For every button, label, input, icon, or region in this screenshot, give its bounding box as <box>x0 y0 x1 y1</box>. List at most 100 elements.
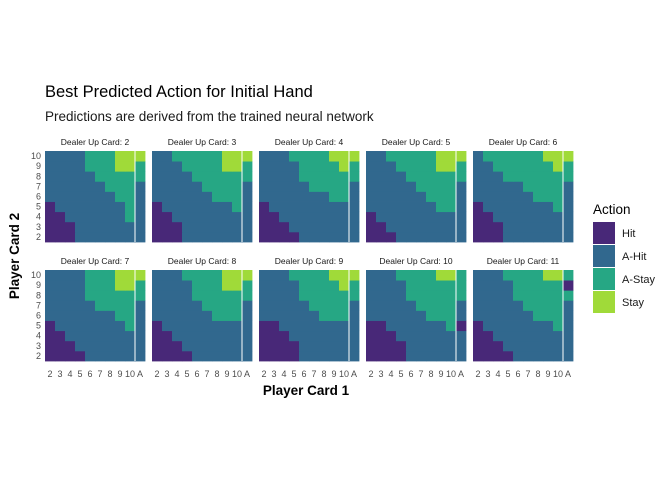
heatmap-cell-a-hit <box>105 350 116 362</box>
heatmap-cell-a-hit <box>329 320 340 332</box>
heatmap-cell-a-hit <box>456 330 467 342</box>
heatmap-cell-a-stay <box>222 171 233 182</box>
heatmap-cell-a-hit <box>85 340 96 352</box>
heatmap-cell-a-hit <box>95 231 106 243</box>
heatmap-cell-a-stay <box>319 151 330 162</box>
heatmap-cell-a-hit <box>115 201 126 213</box>
heatmap-cell-a-stay <box>386 151 397 162</box>
heatmap-cell-a-hit <box>65 201 76 213</box>
heatmap-cell-a-stay <box>105 161 116 172</box>
heatmap-cell-a-hit <box>416 211 427 223</box>
heatmap-cell-a-stay <box>533 280 544 291</box>
heatmap-cell-a-hit <box>279 191 290 202</box>
heatmap-cell-a-hit <box>543 350 554 362</box>
heatmap-cell-a-hit <box>339 211 350 223</box>
heatmap-cell-a-hit <box>162 280 173 291</box>
heatmap-cell-a-hit <box>75 191 86 202</box>
heatmap-cell-a-hit <box>135 350 146 362</box>
heatmap-cell-a-stay <box>319 181 330 192</box>
heatmap-cell-a-stay <box>299 270 310 281</box>
heatmap-cell-a-stay <box>339 191 350 202</box>
heatmap-cell-a-stay <box>309 300 320 311</box>
heatmap-cell-a-stay <box>339 290 350 301</box>
heatmap-cell-a-hit <box>95 330 106 342</box>
heatmap-cell-a-hit <box>192 181 203 192</box>
heatmap-cell-stay <box>222 161 233 172</box>
heatmap-cell-a-hit <box>523 221 534 233</box>
heatmap-cell-a-stay <box>493 161 504 172</box>
facet-panel: Dealer Up Card: 4 <box>259 137 360 243</box>
heatmap-cell-a-hit <box>259 171 270 182</box>
heatmap-cell-hit <box>279 231 290 243</box>
heatmap-cell-a-hit <box>45 270 56 281</box>
heatmap-cell-a-hit <box>563 340 574 352</box>
heatmap-cell-a-stay <box>135 280 146 291</box>
heatmap-cell-stay <box>329 270 340 281</box>
x-tick-label: 4 <box>174 369 179 379</box>
legend-label: Hit <box>622 228 635 240</box>
heatmap-cell-a-hit <box>202 221 213 233</box>
heatmap-cell-a-hit <box>456 231 467 243</box>
heatmap-cell-a-hit <box>309 320 320 332</box>
heatmap-cell-a-hit <box>105 211 116 223</box>
heatmap-cell-hit <box>65 340 76 352</box>
heatmap-cell-a-hit <box>259 191 270 202</box>
heatmap-cell-a-stay <box>242 290 253 301</box>
heatmap-cell-stay <box>125 151 136 162</box>
heatmap-cell-a-hit <box>242 191 253 202</box>
heatmap-cell-a-hit <box>319 221 330 233</box>
heatmap-cell-a-hit <box>416 320 427 332</box>
heatmap-cell-a-stay <box>172 151 183 162</box>
heatmap-cell-a-hit <box>553 221 564 233</box>
heatmap-cell-stay <box>446 161 457 172</box>
heatmap-cell-a-hit <box>426 340 437 352</box>
heatmap-cell-a-stay <box>533 171 544 182</box>
heatmap-cell-a-stay <box>105 171 116 182</box>
heatmap-cell-a-hit <box>366 171 377 182</box>
heatmap-cell-stay <box>115 151 126 162</box>
heatmap-cell-a-hit <box>309 221 320 233</box>
heatmap-cell-hit <box>386 350 397 362</box>
heatmap-cell-a-hit <box>299 181 310 192</box>
heatmap-cell-a-hit <box>259 290 270 301</box>
heatmap-cell-a-stay <box>309 270 320 281</box>
heatmap-cell-hit <box>473 201 484 213</box>
heatmap-cell-a-stay <box>406 171 417 182</box>
heatmap-cell-a-hit <box>289 171 300 182</box>
heatmap-cell-hit <box>483 340 494 352</box>
heatmap-cell-a-stay <box>563 161 574 172</box>
heatmap-cell-a-hit <box>396 181 407 192</box>
heatmap-cell-a-hit <box>65 181 76 192</box>
heatmap-cell-a-hit <box>396 280 407 291</box>
heatmap-cell-a-hit <box>309 330 320 342</box>
heatmap-cell-a-stay <box>202 280 213 291</box>
heatmap-cell-a-hit <box>396 171 407 182</box>
heatmap-cell-a-hit <box>376 280 387 291</box>
facet-strip-label: Dealer Up Card: 2 <box>61 137 130 147</box>
heatmap-cell-a-stay <box>446 201 457 213</box>
heatmap-cell-stay <box>125 161 136 172</box>
heatmap-cell-a-stay <box>125 310 136 321</box>
heatmap-cell-a-stay <box>513 161 524 172</box>
heatmap-cell-a-hit <box>503 280 514 291</box>
heatmap-cell-a-hit <box>152 161 163 172</box>
heatmap-cell-a-stay <box>192 161 203 172</box>
heatmap-cell-a-hit <box>456 201 467 213</box>
heatmap-cell-a-hit <box>446 211 457 223</box>
heatmap-cell-stay <box>232 270 243 281</box>
heatmap-cell-a-hit <box>299 191 310 202</box>
heatmap-cell-a-hit <box>563 211 574 223</box>
heatmap-cell-stay <box>125 280 136 291</box>
heatmap-cell-a-hit <box>289 300 300 311</box>
heatmap-cell-a-hit <box>45 290 56 301</box>
heatmap-cell-a-hit <box>75 231 86 243</box>
heatmap-cell-hit <box>55 221 66 233</box>
heatmap-cell-a-hit <box>473 310 484 321</box>
heatmap-cell-a-hit <box>366 300 377 311</box>
x-tick-label: 6 <box>515 369 520 379</box>
heatmap-cell-stay <box>339 270 350 281</box>
heatmap-cell-a-hit <box>115 350 126 362</box>
heatmap-cell-a-stay <box>436 280 447 291</box>
heatmap-cell-a-hit <box>279 201 290 213</box>
heatmap-cell-a-hit <box>192 320 203 332</box>
